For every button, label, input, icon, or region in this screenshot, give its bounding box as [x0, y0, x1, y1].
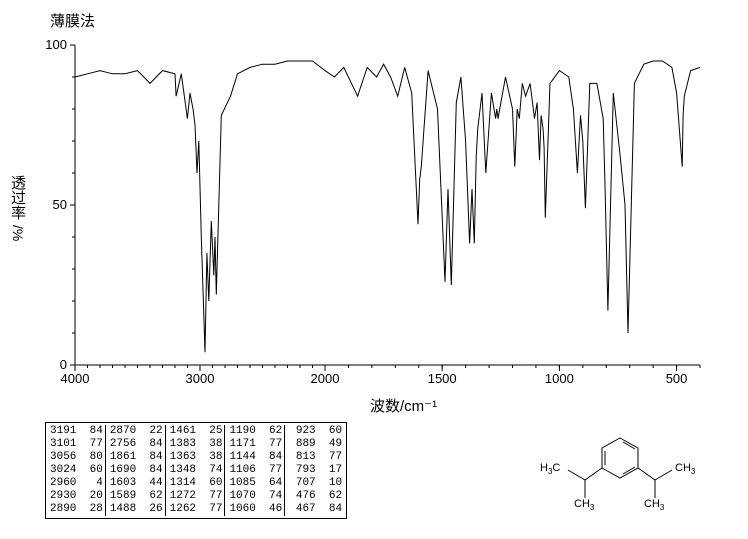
x-axis-label: 波数/cm⁻¹ — [370, 395, 437, 416]
svg-text:100: 100 — [45, 37, 67, 52]
ch3-label-br: CH3 — [644, 498, 664, 512]
svg-text:0: 0 — [60, 357, 67, 372]
svg-text:500: 500 — [666, 371, 688, 385]
peak-column: 923 60 889 49 813 77 793 17 707 10 476 6… — [287, 425, 344, 516]
y-axis-label: 透过率 — [8, 175, 26, 220]
svg-text:50: 50 — [53, 197, 67, 212]
y-axis-unit: /% — [10, 225, 26, 241]
svg-text:4000: 4000 — [61, 371, 90, 385]
svg-text:2000: 2000 — [311, 371, 340, 385]
peak-column: 1461 25 1383 38 1363 38 1348 74 1314 60 … — [168, 425, 226, 516]
chart-title: 薄膜法 — [50, 10, 95, 31]
ch3-label-tl: H3C — [540, 462, 560, 476]
spectrum-chart: 4000 3000 2000 1500 1000 500 0 50 100 — [45, 35, 710, 385]
svg-text:3000: 3000 — [186, 371, 215, 385]
ch3-label-tr: CH3 — [675, 462, 695, 476]
ch3-label-bl: CH3 — [574, 498, 594, 512]
peak-data-table: 3191 84 3101 77 3056 80 3024 60 2960 4 2… — [45, 422, 347, 519]
svg-text:1500: 1500 — [428, 371, 457, 385]
peak-column: 1190 62 1171 77 1144 84 1106 77 1085 64 … — [227, 425, 285, 516]
molecule-structure: H3C CH3 CH3 CH3 — [530, 430, 710, 520]
svg-text:1000: 1000 — [545, 371, 574, 385]
peak-column: 3191 84 3101 77 3056 80 3024 60 2960 4 2… — [48, 425, 106, 516]
spectrum-svg: 4000 3000 2000 1500 1000 500 0 50 100 — [45, 35, 710, 385]
peak-column: 2870 22 2756 84 1861 84 1690 84 1603 44 … — [108, 425, 166, 516]
